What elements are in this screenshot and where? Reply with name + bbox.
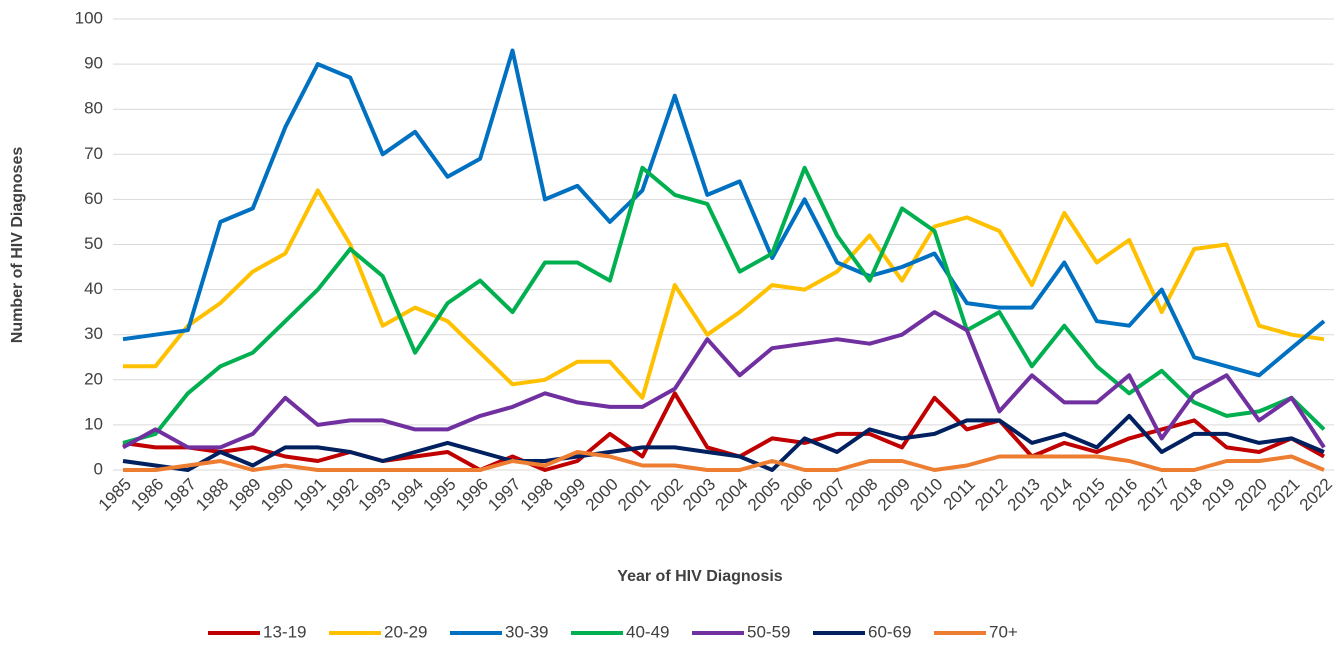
series-line <box>123 188 1325 400</box>
x-tick-label: 2014 <box>1036 475 1076 515</box>
x-tick-label: 2003 <box>679 475 719 515</box>
x-tick-label: 2007 <box>809 475 849 515</box>
x-tick-label: 1999 <box>549 475 589 515</box>
y-tick-label: 30 <box>84 324 103 343</box>
y-tick-label: 70 <box>84 144 103 163</box>
x-tick-label: 2021 <box>1263 475 1303 515</box>
x-tick-label: 1991 <box>290 475 330 515</box>
x-tick-label: 1985 <box>95 475 135 515</box>
y-tick-label: 40 <box>84 279 103 298</box>
y-tick-label: 0 <box>94 459 103 478</box>
legend-label: 13-19 <box>263 622 306 641</box>
series-line <box>123 450 1325 472</box>
x-tick-label: 2018 <box>1166 475 1206 515</box>
x-tick-label: 2020 <box>1231 475 1271 515</box>
x-tick-label: 1987 <box>160 475 200 515</box>
x-tick-label: 1993 <box>354 475 394 515</box>
x-tick-label: 2001 <box>614 475 654 515</box>
x-tick-label: 2012 <box>971 475 1011 515</box>
series-line <box>122 310 1326 450</box>
x-tick-label: 1988 <box>192 475 232 515</box>
y-tick-label: 80 <box>84 99 103 118</box>
legend-label: 40-49 <box>626 622 669 641</box>
legend-label: 70+ <box>989 622 1018 641</box>
x-tick-label: 2008 <box>841 475 881 515</box>
x-tick-label: 1986 <box>127 475 167 515</box>
series-line <box>122 48 1326 378</box>
x-tick-label: 2004 <box>712 475 752 515</box>
x-tick-label: 1995 <box>419 475 459 515</box>
y-axis-title: Number of HIV Diagnoses <box>9 147 26 344</box>
series-line <box>122 391 1325 472</box>
x-tick-label: 2006 <box>776 475 816 515</box>
x-tick-label: 1992 <box>322 475 362 515</box>
x-tick-label: 1994 <box>387 475 427 515</box>
x-tick-label: 2005 <box>744 475 784 515</box>
x-tick-label: 2017 <box>1134 475 1174 515</box>
x-tick-label: 2002 <box>647 475 687 515</box>
legend-label: 50-59 <box>747 622 790 641</box>
y-tick-label: 60 <box>84 189 103 208</box>
x-tick-label: 2011 <box>940 475 979 514</box>
x-tick-label: 1997 <box>484 475 524 515</box>
series-line <box>122 413 1325 472</box>
x-tick-label: 2022 <box>1296 475 1336 515</box>
x-tick-label: 1996 <box>452 475 492 515</box>
x-tick-label: 2000 <box>582 475 622 515</box>
y-tick-label: 100 <box>75 8 103 27</box>
x-tick-label: 2013 <box>1004 475 1044 515</box>
y-tick-label: 50 <box>84 234 103 253</box>
series-line <box>122 165 1326 445</box>
x-tick-label: 1998 <box>517 475 557 515</box>
x-tick-label: 2010 <box>906 475 946 515</box>
x-axis-title: Year of HIV Diagnosis <box>617 568 782 585</box>
x-tick-label: 1990 <box>257 475 297 515</box>
legend-label: 60-69 <box>868 622 911 641</box>
y-tick-label: 20 <box>84 369 103 388</box>
y-tick-label: 10 <box>84 414 103 433</box>
y-tick-label: 90 <box>84 54 103 73</box>
x-tick-label: 2019 <box>1198 475 1238 515</box>
x-tick-label: 1989 <box>225 475 265 515</box>
legend-label: 20-29 <box>384 622 427 641</box>
legend-label: 30-39 <box>505 622 548 641</box>
x-tick-label: 2016 <box>1101 475 1141 515</box>
x-tick-label: 2009 <box>874 475 914 515</box>
x-tick-label: 2015 <box>1069 475 1109 515</box>
